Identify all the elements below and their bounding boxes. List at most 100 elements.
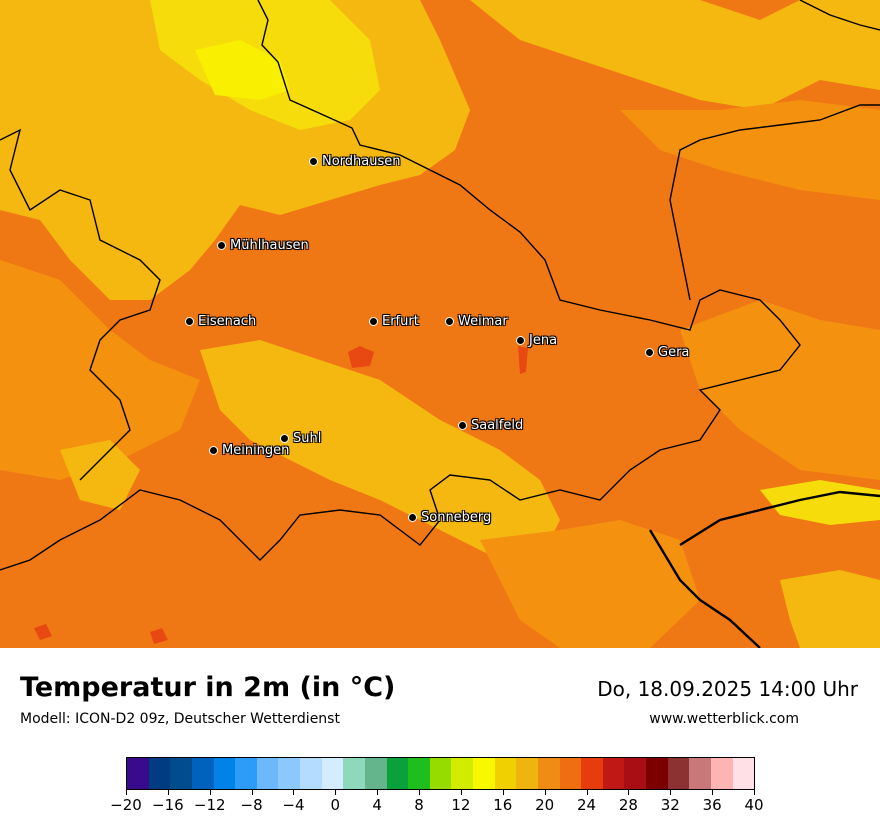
city-dot-icon bbox=[369, 316, 378, 326]
city-marker-meiningen[interactable]: Meiningen bbox=[209, 442, 290, 458]
legend-swatch bbox=[256, 758, 279, 789]
city-marker-jena[interactable]: Jena bbox=[516, 332, 558, 348]
city-label: Suhl bbox=[293, 430, 322, 446]
temperature-map[interactable]: Nordhausen Mühlhausen Eisenach Erfurt We… bbox=[0, 0, 880, 648]
yellow-area-southeast bbox=[760, 480, 880, 525]
legend-swatch bbox=[408, 758, 430, 789]
city-label: Gera bbox=[658, 344, 690, 360]
legend-swatch bbox=[300, 758, 322, 789]
legend-tick bbox=[167, 790, 169, 795]
amber-area-east bbox=[680, 300, 880, 480]
legend-tick bbox=[628, 790, 630, 795]
legend-swatch bbox=[581, 758, 603, 789]
legend-tick bbox=[670, 790, 672, 795]
legend-swatch bbox=[343, 758, 365, 789]
city-label: Saalfeld bbox=[471, 417, 524, 433]
legend-swatch bbox=[624, 758, 646, 789]
country-border-czech bbox=[648, 529, 761, 648]
city-marker-gera[interactable]: Gera bbox=[645, 344, 690, 360]
city-dot-icon bbox=[185, 316, 194, 326]
legend-tick-label: −12 bbox=[193, 796, 226, 814]
legend-swatch bbox=[602, 758, 625, 789]
legend-tick-label: −16 bbox=[152, 796, 184, 814]
city-label: Mühlhausen bbox=[230, 237, 309, 253]
legend-tick-label: 4 bbox=[372, 796, 382, 814]
legend-tick bbox=[419, 790, 421, 795]
legend-tick bbox=[754, 790, 755, 795]
city-dot-icon bbox=[408, 512, 417, 522]
legend-tick bbox=[126, 790, 127, 795]
legend-swatch bbox=[213, 758, 236, 789]
legend-tick-label: 8 bbox=[414, 796, 424, 814]
legend-tick bbox=[251, 790, 253, 795]
legend-swatch bbox=[235, 758, 257, 789]
state-border-thuringia bbox=[0, 0, 801, 571]
city-marker-sonneberg[interactable]: Sonneberg bbox=[408, 509, 492, 525]
legend-swatch bbox=[429, 758, 452, 789]
city-label: Erfurt bbox=[382, 313, 419, 329]
legend-tick-label: 24 bbox=[576, 796, 597, 814]
legend-tick bbox=[502, 790, 504, 795]
legend-tick-label: −4 bbox=[282, 796, 305, 814]
city-dot-icon bbox=[280, 433, 289, 443]
warm-spot-erfurt bbox=[348, 346, 374, 368]
city-marker-weimar[interactable]: Weimar bbox=[445, 313, 508, 329]
legend-swatch bbox=[321, 758, 344, 789]
legend-tick bbox=[293, 790, 295, 795]
legend-tick-label: −8 bbox=[240, 796, 263, 814]
legend-tick-label: 32 bbox=[660, 796, 680, 814]
city-label: Weimar bbox=[458, 313, 508, 329]
legend-ticks: −20 −16 −12 −8 −4 0 4 8 12 16 20 24 28 32 36 40 bbox=[110, 790, 764, 820]
model-subtitle: Modell: ICON-D2 09z, Deutscher Wetterdie… bbox=[20, 711, 340, 727]
city-dot-icon bbox=[309, 156, 318, 166]
warm-spot-jena bbox=[518, 346, 528, 374]
legend-swatch bbox=[170, 758, 192, 789]
city-marker-eisenach[interactable]: Eisenach bbox=[185, 313, 256, 329]
legend-swatch bbox=[127, 758, 149, 789]
temperature-legend bbox=[126, 757, 755, 790]
legend-tick-label: −20 bbox=[110, 796, 142, 814]
city-label: Sonneberg bbox=[421, 509, 492, 525]
legend-swatch bbox=[710, 758, 733, 789]
legend-tick bbox=[586, 790, 588, 795]
mid-orange-area-south bbox=[480, 520, 700, 648]
legend-tick-label: 12 bbox=[451, 796, 471, 814]
legend-swatch bbox=[473, 758, 495, 789]
legend-tick-label: 28 bbox=[618, 796, 638, 814]
legend-tick-label: 36 bbox=[702, 796, 722, 814]
city-marker-suhl[interactable]: Suhl bbox=[280, 430, 322, 446]
city-dot-icon bbox=[217, 240, 226, 250]
temperature-field bbox=[0, 0, 880, 648]
city-marker-nordhausen[interactable]: Nordhausen bbox=[309, 153, 401, 169]
city-dot-icon bbox=[645, 347, 654, 357]
bright-yellow-area-harz bbox=[195, 40, 290, 100]
legend-swatch bbox=[516, 758, 538, 789]
amber-area-southwest-pocket bbox=[60, 440, 140, 510]
legend-swatch bbox=[451, 758, 473, 789]
legend-swatch bbox=[148, 758, 171, 789]
legend-tick bbox=[544, 790, 546, 795]
legend-swatch bbox=[191, 758, 214, 789]
legend-swatch bbox=[732, 758, 755, 789]
city-marker-muehlhausen[interactable]: Mühlhausen bbox=[217, 237, 309, 253]
city-label: Jena bbox=[529, 332, 558, 348]
legend-tick-label: 0 bbox=[330, 796, 341, 814]
legend-swatch bbox=[559, 758, 582, 789]
legend-swatch bbox=[494, 758, 517, 789]
city-label: Meiningen bbox=[222, 442, 290, 458]
legend-tick-label: 40 bbox=[744, 796, 764, 814]
amber-area-southeast-pocket bbox=[780, 570, 880, 648]
legend-swatch bbox=[537, 758, 560, 789]
legend-swatch bbox=[667, 758, 690, 789]
warm-spot-southwest bbox=[34, 624, 52, 640]
warm-spot-south bbox=[150, 628, 168, 644]
city-marker-erfurt[interactable]: Erfurt bbox=[369, 313, 419, 329]
forecast-datetime: Do, 18.09.2025 14:00 Uhr bbox=[597, 677, 858, 701]
city-dot-icon bbox=[516, 335, 525, 345]
city-dot-icon bbox=[458, 420, 467, 430]
legend-swatch bbox=[386, 758, 409, 789]
state-border-east bbox=[669, 104, 880, 301]
legend-swatch bbox=[646, 758, 668, 789]
legend-tick-label: 16 bbox=[493, 796, 513, 814]
city-marker-saalfeld[interactable]: Saalfeld bbox=[458, 417, 524, 433]
